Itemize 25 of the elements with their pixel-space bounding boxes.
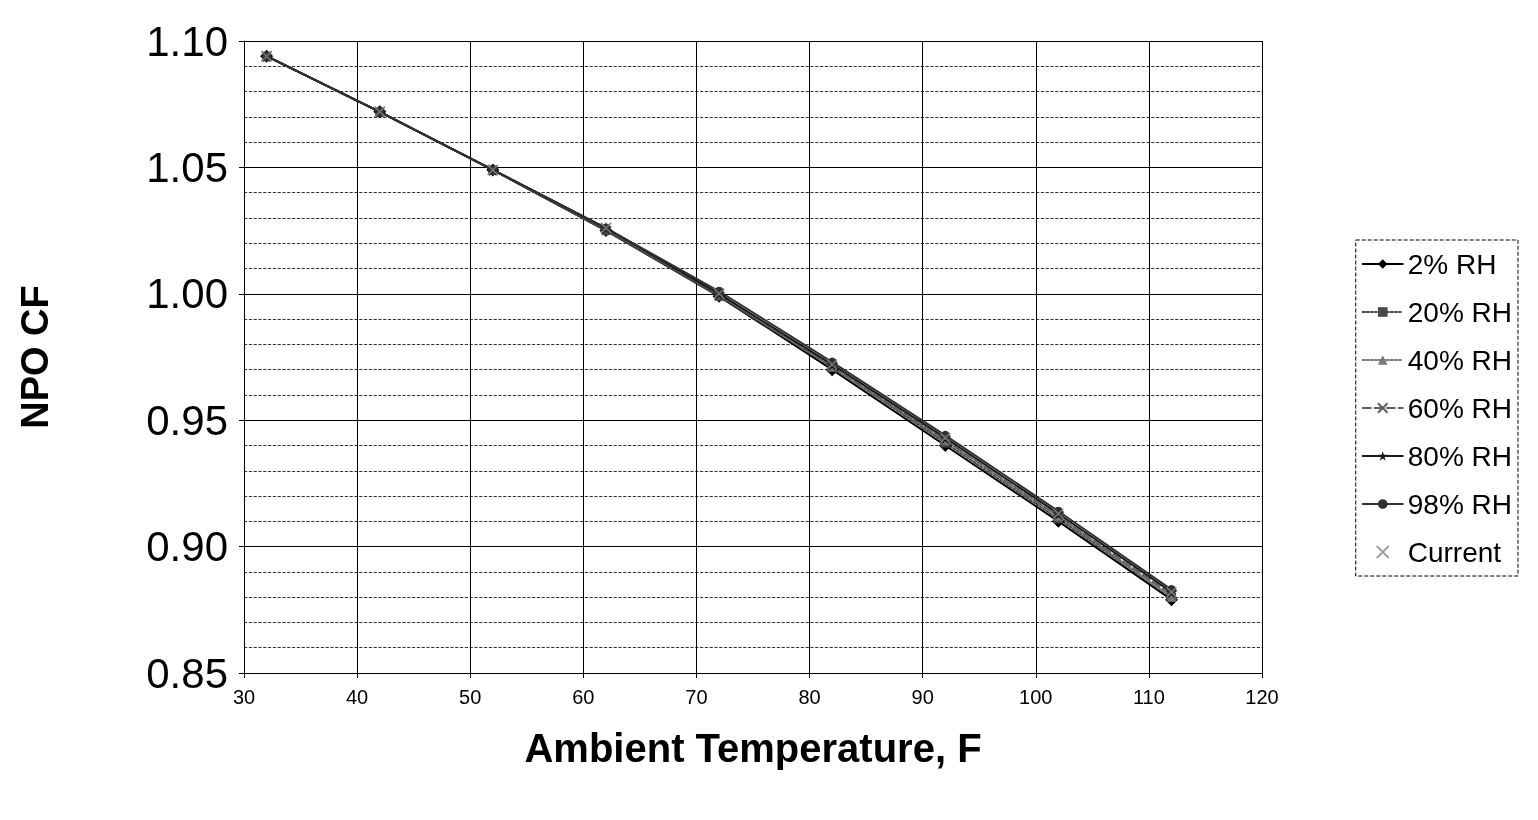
y-tick-label: 0.95 xyxy=(146,396,228,444)
y-tick-label: 1.10 xyxy=(146,17,228,65)
legend-label: 2% RH xyxy=(1407,248,1497,280)
x-tick-label: 90 xyxy=(911,686,934,708)
x-tick-label: 30 xyxy=(232,686,256,708)
x-tick-label: 40 xyxy=(345,686,369,708)
y-tick-label: 1.05 xyxy=(146,143,228,191)
x-tick-label: 80 xyxy=(798,686,821,708)
legend-label: 60% RH xyxy=(1407,392,1512,424)
y-tick-label: 1.00 xyxy=(146,270,228,318)
legend-label: 20% RH xyxy=(1407,296,1512,328)
x-axis-title: Ambient Temperature, F xyxy=(524,726,982,770)
legend-label: Current xyxy=(1407,536,1502,568)
y-axis-title: NPO CF xyxy=(14,285,56,429)
x-tick-label: 100 xyxy=(1019,686,1053,708)
x-tick-label: 70 xyxy=(685,686,708,708)
x-tick-label: 120 xyxy=(1245,686,1279,708)
x-tick-label: 60 xyxy=(572,686,595,708)
legend-label: 40% RH xyxy=(1407,344,1512,376)
x-tick-label: 110 xyxy=(1132,686,1165,708)
y-tick-label: 0.90 xyxy=(146,523,228,571)
legend-label: 98% RH xyxy=(1407,488,1512,520)
legend-label: 80% RH xyxy=(1407,440,1512,472)
y-tick-label: 0.85 xyxy=(146,649,228,697)
x-tick-label: 50 xyxy=(459,686,482,708)
